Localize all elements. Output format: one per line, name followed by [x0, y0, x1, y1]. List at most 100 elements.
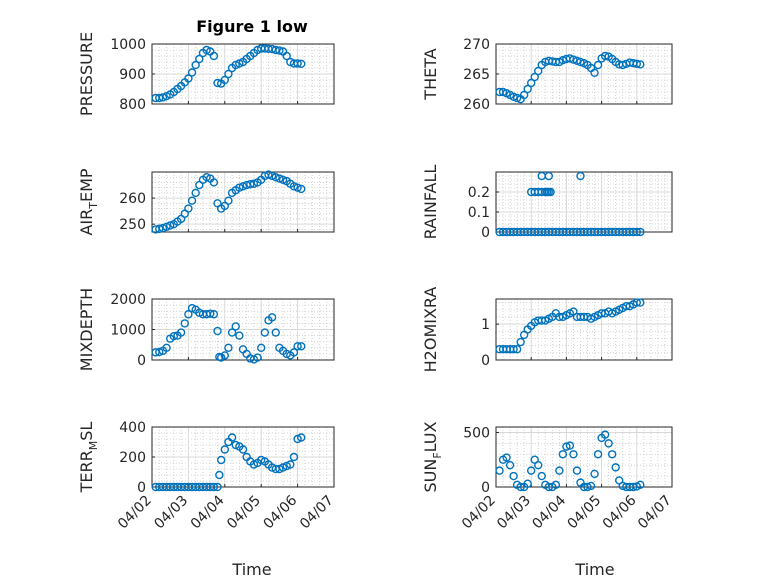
data-point — [176, 328, 186, 337]
data-point — [495, 466, 504, 475]
y-tick-label: 900 — [119, 67, 146, 83]
data-point — [202, 173, 211, 182]
data-point — [224, 196, 233, 205]
y-tick-label: 270 — [463, 37, 490, 53]
y-tick-label: 2000 — [110, 292, 146, 308]
data-point — [604, 439, 613, 448]
data-point — [275, 46, 284, 55]
y-axis-label: PRESSURE — [77, 32, 96, 116]
data-point — [264, 170, 273, 179]
y-tick-label: 400 — [119, 420, 146, 436]
y-axis-label: SUNFLUX — [421, 421, 444, 492]
data-point — [607, 450, 617, 459]
x-tick-label: 04/03 — [151, 493, 191, 533]
data-point — [275, 174, 284, 183]
data-point — [632, 59, 641, 68]
data-point — [569, 55, 578, 64]
data-point — [162, 343, 171, 352]
data-point — [516, 337, 525, 347]
data-point — [213, 326, 222, 336]
data-point — [590, 469, 599, 479]
data-point — [562, 442, 571, 451]
data-point — [278, 175, 288, 185]
subplot-6: 0 1 H2OMIXRA — [421, 287, 673, 373]
data-point — [572, 466, 582, 475]
data-point — [527, 466, 536, 475]
data-point — [534, 66, 543, 76]
data-point — [187, 68, 197, 77]
data-point — [572, 56, 582, 65]
data-point — [224, 343, 233, 352]
data-point — [297, 184, 306, 194]
data-point — [155, 347, 164, 357]
data-point — [282, 51, 291, 61]
x-axis-label-left: Time — [231, 560, 271, 579]
data-point — [293, 59, 302, 68]
data-point — [576, 171, 585, 181]
axes-frame — [495, 298, 673, 361]
data-point — [565, 54, 575, 63]
data-point — [636, 60, 645, 69]
data-point — [165, 221, 175, 230]
x-tick-label: 04/03 — [494, 493, 534, 533]
y-tick-label: 1000 — [110, 323, 146, 339]
data-point — [530, 72, 539, 82]
y-tick-label: 500 — [463, 425, 490, 441]
axes-frame — [151, 426, 335, 488]
data-point — [509, 471, 518, 481]
data-point — [271, 173, 280, 182]
data-point — [267, 171, 277, 181]
data-point — [632, 227, 641, 237]
data-point — [286, 460, 295, 469]
data-point — [636, 480, 645, 490]
data-point — [289, 452, 299, 462]
axes-frame — [495, 43, 673, 105]
data-point — [555, 466, 564, 475]
data-point — [158, 93, 168, 102]
subplot-7: 0 200 400 TERRMSL 04/0204/0304/0404/0504/060… — [77, 420, 337, 532]
y-tick-label: 260 — [119, 191, 146, 207]
data-point — [636, 298, 645, 307]
data-point — [191, 188, 200, 198]
data-point — [235, 183, 244, 192]
data-point — [224, 69, 233, 79]
data-point — [558, 450, 568, 459]
data-point — [155, 224, 164, 234]
data-point — [565, 441, 575, 450]
plot-area — [495, 298, 673, 361]
data-point — [618, 60, 627, 70]
y-tick-label: 0.2 — [468, 185, 490, 201]
x-tick-label: 04/07 — [635, 493, 675, 533]
figure-title: Figure 1 low — [196, 17, 308, 36]
axes-frame — [151, 43, 335, 105]
y-axis-label: H2OMIXRA — [421, 287, 440, 373]
data-point — [297, 59, 306, 68]
data-point — [231, 322, 240, 331]
data-point — [576, 57, 585, 67]
data-point — [180, 319, 189, 328]
data-point — [209, 482, 219, 492]
data-point — [523, 479, 532, 488]
data-point — [537, 471, 546, 481]
data-point — [590, 68, 599, 78]
axes-frame — [151, 171, 335, 233]
data-point — [600, 51, 610, 61]
data-point — [162, 222, 171, 231]
y-tick-label: 0 — [481, 480, 490, 496]
plot-area — [151, 171, 335, 233]
data-point — [267, 313, 277, 322]
plot-area — [495, 171, 673, 233]
data-point — [187, 196, 197, 205]
data-point — [512, 345, 522, 354]
data-point — [238, 445, 248, 454]
data-point — [632, 298, 641, 307]
x-tick-label: 04/06 — [600, 492, 640, 532]
subplot-3: 250 260 AIRTEMP — [77, 168, 335, 236]
data-point — [253, 353, 262, 362]
data-point — [293, 183, 302, 192]
data-point — [297, 433, 306, 442]
data-point — [213, 482, 222, 492]
data-point — [227, 433, 237, 442]
